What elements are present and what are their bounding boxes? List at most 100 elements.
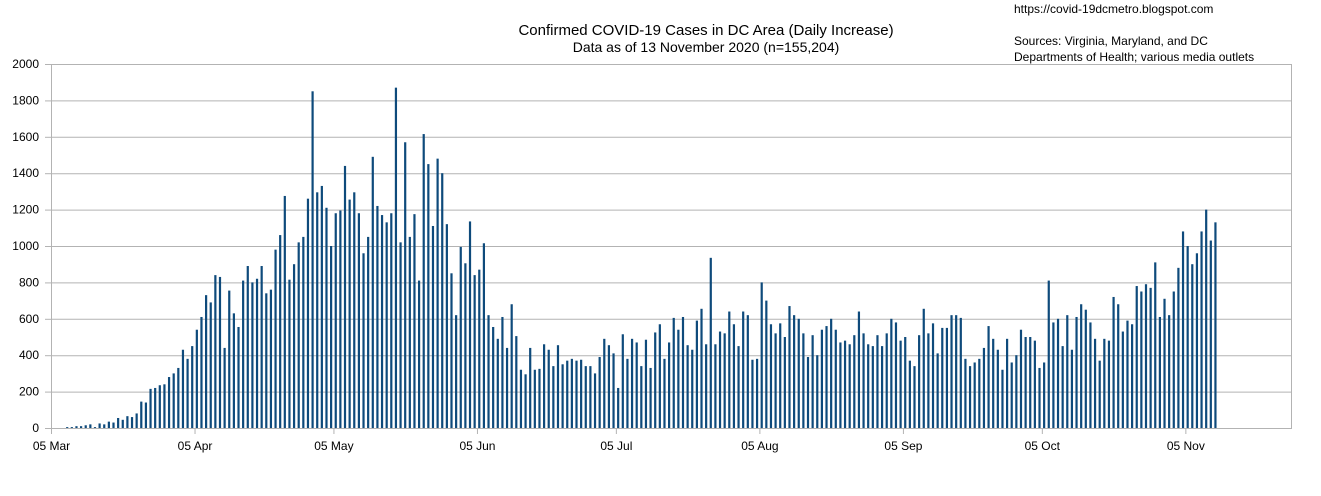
bar bbox=[399, 242, 402, 428]
bar bbox=[834, 329, 837, 428]
bar bbox=[283, 195, 286, 428]
bar bbox=[1154, 262, 1157, 428]
y-tick-label: 1200 bbox=[12, 203, 39, 217]
bar bbox=[580, 359, 583, 428]
bar bbox=[390, 213, 393, 428]
bar bbox=[913, 366, 916, 428]
bar bbox=[552, 366, 555, 428]
y-tick-label: 2000 bbox=[12, 57, 39, 71]
bar bbox=[1131, 324, 1134, 428]
bar bbox=[191, 346, 194, 428]
bar bbox=[746, 315, 749, 428]
bar bbox=[292, 264, 296, 428]
bar bbox=[529, 347, 532, 428]
bar bbox=[167, 377, 171, 428]
bar bbox=[732, 324, 736, 428]
x-tick-label: 05 Nov bbox=[1167, 439, 1205, 453]
bar bbox=[959, 317, 962, 428]
bar bbox=[445, 224, 448, 428]
bar bbox=[880, 346, 884, 428]
bar bbox=[820, 329, 823, 428]
bar bbox=[422, 134, 425, 428]
bar bbox=[195, 329, 198, 428]
x-tick-label: 05 Jul bbox=[600, 439, 632, 453]
bar bbox=[575, 360, 578, 428]
bar bbox=[769, 324, 773, 428]
bar bbox=[978, 358, 981, 428]
bar bbox=[612, 353, 615, 428]
y-tick-label: 600 bbox=[19, 312, 39, 326]
chart-title: Confirmed COVID-19 Cases in DC Area (Dai… bbox=[518, 22, 894, 39]
bar bbox=[302, 236, 305, 428]
bar bbox=[705, 344, 708, 428]
bar bbox=[806, 357, 810, 428]
bar bbox=[279, 235, 282, 428]
y-axis-labels: 0 200 400 600 800 1000 1200 1400 1600 1800 2000 bbox=[12, 57, 39, 435]
bar bbox=[1112, 296, 1115, 428]
bar bbox=[320, 185, 323, 428]
bar bbox=[640, 366, 643, 428]
bar bbox=[1140, 291, 1143, 428]
bar bbox=[853, 335, 856, 428]
bar bbox=[367, 236, 370, 428]
bar bbox=[607, 345, 611, 428]
bar bbox=[70, 427, 73, 428]
bar bbox=[908, 360, 911, 428]
x-tick-label: 05 May bbox=[314, 439, 353, 453]
bar bbox=[885, 333, 888, 428]
bar bbox=[626, 358, 629, 428]
bar bbox=[353, 192, 356, 428]
bar bbox=[1098, 360, 1101, 428]
bar bbox=[1029, 337, 1032, 428]
sources-line-2: Departments of Health; various media out… bbox=[1014, 50, 1255, 64]
bar bbox=[524, 374, 527, 428]
bar bbox=[274, 249, 277, 428]
x-tick-label: 05 Sep bbox=[884, 439, 922, 453]
bar bbox=[644, 339, 648, 428]
bar-series bbox=[66, 87, 1217, 429]
bar bbox=[922, 308, 925, 428]
bar bbox=[130, 417, 134, 428]
bar bbox=[931, 323, 935, 428]
bar bbox=[1135, 286, 1138, 428]
bar bbox=[816, 355, 819, 428]
bar bbox=[237, 326, 240, 428]
bar bbox=[723, 333, 726, 428]
bar bbox=[172, 373, 175, 428]
bar bbox=[339, 210, 342, 428]
bar bbox=[510, 304, 513, 428]
bar bbox=[533, 369, 536, 428]
bar bbox=[441, 173, 444, 428]
bar bbox=[455, 315, 458, 428]
bar bbox=[783, 337, 786, 428]
bar bbox=[681, 316, 685, 428]
bar bbox=[788, 306, 791, 428]
bar bbox=[649, 367, 652, 428]
x-axis-labels: 05 Mar 05 Apr 05 May 05 Jun 05 Jul 05 Aug 05 S… bbox=[33, 439, 1205, 453]
bar bbox=[376, 205, 379, 428]
bar bbox=[802, 333, 805, 428]
bar bbox=[1075, 316, 1078, 428]
bar bbox=[316, 192, 319, 428]
bar bbox=[1089, 322, 1092, 428]
bar bbox=[538, 368, 541, 428]
bar bbox=[288, 279, 291, 428]
bar bbox=[255, 278, 259, 428]
bar bbox=[1033, 340, 1036, 428]
bar bbox=[232, 313, 235, 428]
bar bbox=[149, 388, 152, 428]
bar bbox=[496, 338, 499, 428]
bar bbox=[473, 275, 476, 428]
bar bbox=[482, 243, 486, 428]
bar bbox=[1066, 315, 1069, 428]
y-tick-label: 200 bbox=[19, 385, 39, 399]
bar bbox=[214, 275, 217, 428]
bar bbox=[890, 318, 893, 428]
bar bbox=[1121, 331, 1124, 428]
bar bbox=[357, 213, 360, 428]
bar bbox=[1047, 280, 1050, 428]
bar bbox=[404, 142, 407, 428]
bar bbox=[968, 366, 972, 428]
x-tick-label: 05 Apr bbox=[178, 439, 213, 453]
bar bbox=[343, 165, 347, 429]
